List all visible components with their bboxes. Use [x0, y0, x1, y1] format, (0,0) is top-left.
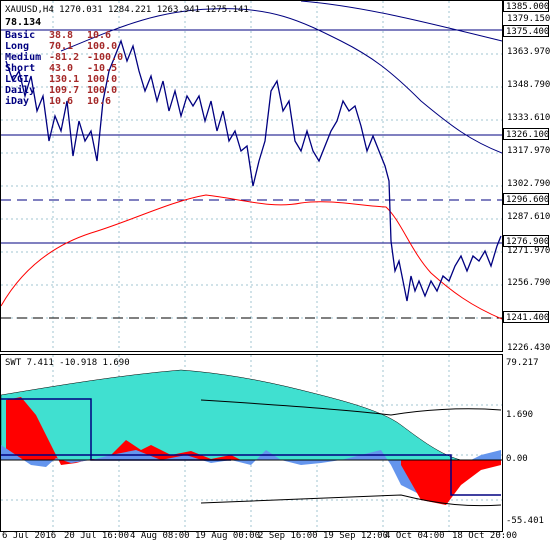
- price-tick-label: 1287.610: [507, 212, 550, 222]
- price-tick-label: 1302.790: [507, 179, 550, 189]
- chart-header: XAUUSD,H4 1270.031 1284.221 1263.941 127…: [5, 5, 249, 15]
- time-tick-label: 6 Jul 2016: [2, 531, 57, 541]
- price-tick-label: 1333.610: [507, 113, 550, 123]
- price-chart-svg: [1, 1, 502, 351]
- moving-average-line: [1, 194, 502, 320]
- info-row-label: Long: [5, 41, 30, 52]
- info-row-value-1: 130.1: [49, 74, 80, 85]
- outer-envelope: [300, 1, 502, 42]
- info-row: iDay 10.6 10.6: [5, 96, 125, 107]
- indicator-svg: [1, 355, 502, 531]
- price-level-box: 1296.600: [503, 193, 549, 205]
- time-tick-label: 4 Oct 04:00: [385, 531, 445, 541]
- info-row-label: Basic: [5, 30, 36, 41]
- time-tick-label: 4 Aug 08:00: [130, 531, 190, 541]
- swt-step-line-2: [1, 454, 501, 496]
- price-tick-label: 1271.970: [507, 246, 550, 256]
- indicator-axis-zero: 0.00: [506, 454, 528, 464]
- price-level-box: 1241.400: [503, 311, 549, 323]
- upper-band: [200, 399, 502, 416]
- time-tick-label: 19 Sep 12:00: [323, 531, 389, 541]
- level-lines: [1, 29, 502, 319]
- info-row-value-1: 10.6: [49, 96, 74, 107]
- info-row-value-2: -10.5: [87, 63, 118, 74]
- info-row-value-1: 109.7: [49, 85, 80, 96]
- cyan-area: [1, 369, 462, 461]
- price-tick-label: 1363.970: [507, 47, 550, 57]
- info-row-label: Short: [5, 63, 36, 74]
- info-row-value-1: 38.8: [49, 30, 74, 41]
- info-row: Medium -81.2 -100.0: [5, 52, 125, 63]
- indicator-axis-top: 79.217: [506, 358, 539, 368]
- price-axis: 1385.000 1379.150 1375.400 1363.970 1348.790…: [501, 0, 550, 353]
- info-row-value-2: 100.0: [87, 41, 118, 52]
- info-row-label: LCGI: [5, 74, 30, 85]
- red-area-1: [6, 397, 241, 465]
- price-tick-label: 1256.790: [507, 278, 550, 288]
- info-row-value-1: 43.0: [49, 63, 74, 74]
- info-row-value-2: 10.6: [87, 96, 112, 107]
- blue-area: [1, 445, 501, 495]
- info-row: Short 43.0 -10.5: [5, 63, 125, 74]
- info-row-value-1: 70.1: [49, 41, 74, 52]
- indicator-axis-mid: 1.690: [506, 410, 534, 420]
- price-level-box: 1326.100: [503, 128, 549, 140]
- price-level-box: 1375.400: [503, 25, 549, 37]
- value-label: 78.134: [5, 17, 42, 28]
- time-tick-label: 19 Aug 00:00: [195, 531, 261, 541]
- price-level-box: 1385.000: [503, 0, 549, 12]
- info-row: Long 70.1 100.0: [5, 41, 125, 52]
- info-row: Basic 38.8 10.6: [5, 30, 125, 41]
- price-tick-label: 1348.790: [507, 80, 550, 90]
- indicator-panel[interactable]: SWT 7.411 -10.918 1.690: [0, 354, 503, 532]
- price-tick-label: 1226.430: [507, 343, 550, 353]
- price-tick-label: 1317.970: [507, 146, 550, 156]
- time-tick-label: 20 Jul 16:00: [64, 531, 130, 541]
- info-row-value-1: -81.2: [49, 52, 80, 63]
- lower-band: [200, 494, 502, 507]
- info-row-value-2: 10.6: [87, 30, 112, 41]
- info-row-value-2: -100.0: [87, 52, 124, 63]
- price-level-box: 1276.900: [503, 235, 549, 247]
- info-row-label: iDay: [5, 96, 30, 107]
- info-row: Daily 109.7 100.0: [5, 85, 125, 96]
- upper-envelope: [60, 8, 502, 154]
- info-row-label: Daily: [5, 85, 36, 96]
- info-row-value-2: 100.0: [87, 85, 118, 96]
- time-tick-label: 2 Sep 16:00: [258, 531, 318, 541]
- info-row-label: Medium: [5, 52, 42, 63]
- time-tick-label: 18 Oct 20:00: [452, 531, 518, 541]
- info-row-value-2: 100.0: [87, 74, 118, 85]
- indicator-axis-bottom: -55.401: [506, 516, 544, 526]
- indicator-header: SWT 7.411 -10.918 1.690: [5, 358, 130, 368]
- price-tick-label: 1379.150: [507, 14, 550, 24]
- info-row: LCGI 130.1 100.0: [5, 74, 125, 85]
- price-line: [5, 39, 502, 302]
- price-chart-panel[interactable]: XAUUSD,H4 1270.031 1284.221 1263.941 127…: [0, 0, 503, 352]
